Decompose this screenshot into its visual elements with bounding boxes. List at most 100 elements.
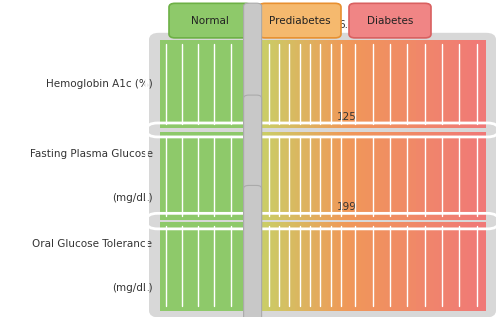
Bar bbox=[406, 132, 412, 220]
Bar bbox=[260, 40, 262, 128]
Bar bbox=[252, 222, 256, 311]
Bar bbox=[352, 222, 356, 311]
Bar bbox=[398, 40, 402, 128]
Bar bbox=[340, 222, 342, 311]
Bar bbox=[324, 132, 326, 220]
Bar bbox=[255, 132, 258, 220]
Bar bbox=[430, 40, 435, 128]
Bar bbox=[412, 222, 416, 311]
Bar bbox=[278, 222, 281, 311]
Bar bbox=[338, 132, 340, 220]
Bar bbox=[384, 132, 389, 220]
Bar bbox=[304, 132, 308, 220]
Bar bbox=[262, 40, 265, 128]
Bar bbox=[406, 40, 412, 128]
Bar bbox=[295, 132, 298, 220]
Bar bbox=[302, 132, 305, 220]
Bar bbox=[453, 40, 458, 128]
Bar bbox=[255, 222, 258, 311]
Bar bbox=[302, 222, 305, 311]
Bar bbox=[425, 222, 430, 311]
Bar bbox=[402, 40, 407, 128]
Bar bbox=[453, 132, 458, 220]
Bar bbox=[384, 222, 389, 311]
Bar bbox=[370, 40, 375, 128]
Bar bbox=[298, 222, 300, 311]
Bar bbox=[476, 40, 481, 128]
Bar bbox=[312, 132, 314, 220]
Bar bbox=[444, 222, 448, 311]
Bar bbox=[292, 40, 296, 128]
Bar bbox=[412, 40, 416, 128]
Bar bbox=[366, 40, 370, 128]
Bar bbox=[326, 132, 328, 220]
Bar bbox=[278, 40, 281, 128]
Bar bbox=[388, 222, 394, 311]
Bar bbox=[342, 222, 345, 311]
Bar bbox=[360, 222, 366, 311]
Bar bbox=[314, 222, 316, 311]
Bar bbox=[332, 40, 336, 128]
Bar bbox=[448, 222, 454, 311]
Bar bbox=[267, 132, 270, 220]
Bar bbox=[288, 132, 291, 220]
Bar bbox=[434, 40, 440, 128]
Bar bbox=[321, 222, 324, 311]
Text: Diabetes: Diabetes bbox=[367, 16, 413, 26]
Bar bbox=[330, 222, 333, 311]
Bar bbox=[388, 132, 394, 220]
Text: 100: 100 bbox=[243, 112, 262, 122]
Bar bbox=[286, 40, 288, 128]
FancyBboxPatch shape bbox=[244, 185, 262, 317]
Bar bbox=[379, 40, 384, 128]
Bar bbox=[316, 222, 319, 311]
Bar bbox=[420, 132, 426, 220]
Bar bbox=[304, 40, 308, 128]
Bar bbox=[398, 222, 402, 311]
Bar bbox=[300, 40, 302, 128]
Bar bbox=[425, 40, 430, 128]
Bar bbox=[269, 40, 272, 128]
Bar bbox=[264, 222, 268, 311]
Bar bbox=[412, 132, 416, 220]
Bar bbox=[458, 40, 462, 128]
Bar bbox=[393, 40, 398, 128]
Bar bbox=[471, 222, 476, 311]
Bar bbox=[462, 222, 467, 311]
Bar bbox=[416, 222, 421, 311]
Bar bbox=[366, 222, 370, 311]
Text: 5.7: 5.7 bbox=[244, 20, 261, 30]
Bar bbox=[324, 40, 326, 128]
Bar bbox=[267, 40, 270, 128]
Bar bbox=[258, 222, 260, 311]
Bar bbox=[344, 40, 348, 128]
Bar bbox=[255, 40, 258, 128]
Bar bbox=[402, 132, 407, 220]
Bar bbox=[338, 222, 340, 311]
Text: (mg/dL): (mg/dL) bbox=[112, 283, 152, 294]
FancyBboxPatch shape bbox=[169, 3, 251, 38]
Bar bbox=[260, 222, 262, 311]
Bar bbox=[309, 222, 312, 311]
Bar bbox=[300, 132, 302, 220]
Bar bbox=[288, 40, 291, 128]
Bar bbox=[316, 132, 319, 220]
Text: (mg/dL): (mg/dL) bbox=[112, 193, 152, 203]
Bar bbox=[335, 132, 338, 220]
Bar bbox=[309, 132, 312, 220]
Bar bbox=[326, 222, 328, 311]
Bar bbox=[298, 40, 300, 128]
Bar bbox=[318, 40, 322, 128]
Bar bbox=[286, 222, 288, 311]
Bar bbox=[290, 222, 293, 311]
Bar bbox=[309, 40, 312, 128]
FancyBboxPatch shape bbox=[259, 3, 341, 38]
Bar bbox=[434, 222, 440, 311]
Bar bbox=[332, 132, 336, 220]
Bar bbox=[286, 132, 288, 220]
Bar bbox=[281, 40, 284, 128]
Bar bbox=[252, 40, 256, 128]
Bar bbox=[347, 222, 352, 311]
Bar bbox=[260, 132, 262, 220]
FancyBboxPatch shape bbox=[244, 3, 262, 165]
